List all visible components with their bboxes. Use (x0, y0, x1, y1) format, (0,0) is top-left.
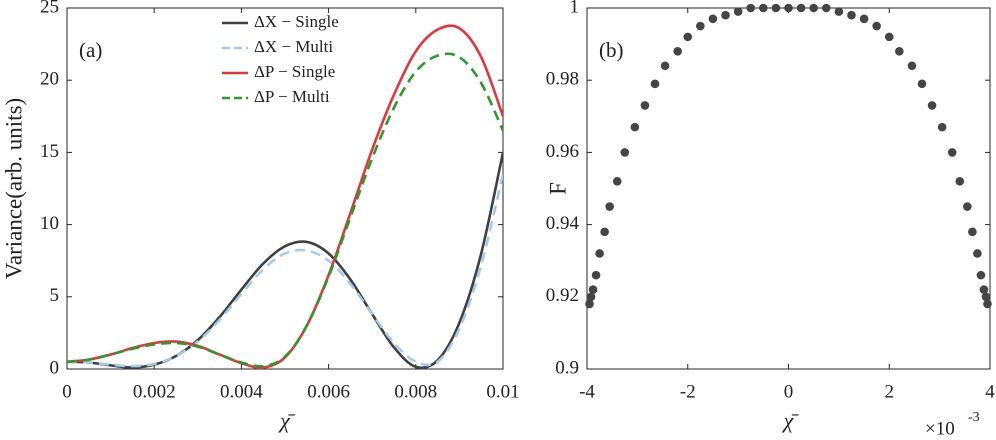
point (784, 3, 793, 13)
y-tick-label: 0.96 (546, 141, 579, 162)
y-tick-label: 15 (40, 141, 59, 162)
x-tick-label: 0.006 (307, 381, 350, 402)
point (884, 32, 894, 42)
y-tick-label: 0.9 (555, 357, 579, 378)
y-tick-label: 0.98 (546, 69, 579, 90)
point (771, 3, 781, 13)
y-axis-label: F (545, 182, 570, 195)
point (859, 14, 869, 24)
point (708, 14, 718, 24)
x-axis-label: χ̄ (782, 408, 800, 433)
point (973, 249, 982, 258)
point (895, 47, 904, 56)
axes-box (66, 7, 504, 370)
point (983, 299, 992, 309)
point (746, 3, 756, 13)
point (660, 61, 670, 71)
y-tick-label: 0 (50, 357, 60, 378)
series-line (67, 173, 503, 368)
point (586, 292, 596, 302)
y-tick-label: 1 (570, 0, 580, 17)
x-tick-label: -2 (680, 381, 696, 402)
series-line (67, 152, 503, 369)
legend-label: ΔP − Single (254, 62, 335, 81)
point (976, 270, 986, 280)
point (591, 270, 601, 280)
point (605, 202, 614, 211)
x-multiplier-base: ×10 (925, 418, 955, 439)
y-tick-label: 10 (40, 213, 59, 234)
point (612, 176, 622, 186)
x-tick-label: 0 (784, 381, 794, 402)
point (588, 285, 598, 294)
series-line (67, 52, 503, 368)
point (796, 3, 806, 13)
point (872, 21, 881, 31)
panel-label: (b) (599, 38, 624, 62)
panel-label: (a) (79, 38, 102, 62)
point (947, 148, 957, 157)
point (834, 7, 844, 16)
y-tick-label: 0.92 (546, 285, 579, 306)
point (917, 79, 927, 89)
y-axis-label: Variance(arb. units) (1, 98, 26, 279)
y-tick-label: 5 (50, 285, 60, 306)
point (650, 79, 660, 89)
x-tick-label: 4 (985, 381, 995, 402)
point (821, 3, 831, 13)
point (673, 47, 682, 56)
x-tick-label: 0 (62, 381, 72, 402)
axes-box (586, 7, 991, 370)
point (696, 21, 705, 31)
x-tick-label: 0.008 (394, 381, 437, 402)
point (937, 122, 947, 132)
point (585, 299, 594, 309)
legend-label: ΔP − Multi (254, 87, 330, 106)
point (733, 7, 743, 16)
x-multiplier-exponent: -3 (968, 410, 980, 425)
point (640, 101, 650, 110)
point (963, 202, 972, 211)
point (981, 292, 991, 302)
point (600, 227, 609, 237)
x-axis-label: χ̄ (278, 408, 296, 433)
legend-label: ΔX − Single (254, 12, 339, 31)
x-tick-label: 2 (885, 381, 895, 402)
point (721, 10, 730, 20)
x-tick-label: -4 (579, 381, 595, 402)
y-tick-label: 0.94 (546, 213, 580, 234)
point (847, 10, 856, 20)
point (955, 176, 965, 186)
point (620, 148, 630, 157)
y-tick-label: 25 (40, 0, 59, 17)
point (968, 227, 977, 237)
y-tick-label: 20 (40, 69, 59, 90)
point (595, 249, 604, 258)
x-tick-label: 0.01 (486, 381, 519, 402)
point (759, 3, 768, 13)
point (979, 285, 989, 294)
point (683, 32, 693, 42)
point (927, 101, 937, 110)
point (630, 122, 640, 132)
x-tick-label: 0.004 (220, 381, 263, 402)
point (907, 61, 917, 71)
x-tick-label: 0.002 (133, 381, 176, 402)
point (809, 3, 818, 13)
legend-label: ΔX − Multi (254, 37, 333, 56)
